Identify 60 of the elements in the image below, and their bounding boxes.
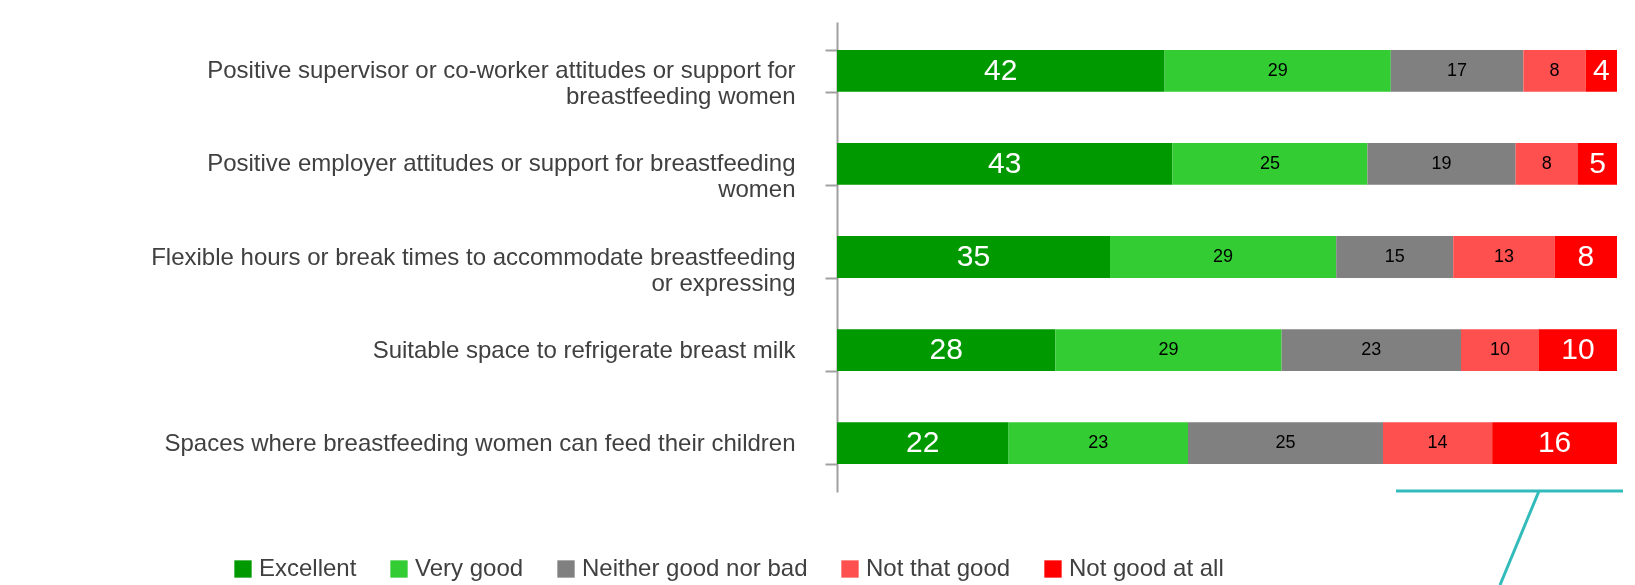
bar <box>1281 329 1461 372</box>
data-label: 10 <box>1489 339 1511 360</box>
data-label: 23 <box>1088 432 1109 453</box>
bar <box>1539 329 1617 372</box>
data-label: 23 <box>1361 339 1382 360</box>
data-label: 29 <box>1158 339 1179 360</box>
bar <box>1585 49 1617 92</box>
bar <box>837 329 1056 372</box>
y-tick-label: Positive supervisor or co-worker attitudes or support for breastfeeding women <box>207 56 796 110</box>
bar <box>837 422 1009 465</box>
data-label: 43 <box>988 145 1022 179</box>
bar <box>837 236 1110 278</box>
data-label: 10 <box>1561 332 1595 366</box>
data-label: 28 <box>929 332 963 366</box>
bar <box>837 142 1173 185</box>
bar <box>1383 422 1493 465</box>
data-label: 22 <box>906 425 940 459</box>
bar <box>1188 422 1383 465</box>
bar <box>1008 422 1188 465</box>
data-label: 29 <box>1267 59 1288 80</box>
data-label: 29 <box>1213 246 1234 266</box>
data-label: 13 <box>1493 246 1514 266</box>
data-label: 4 <box>1593 52 1610 86</box>
legend-label: Not that good <box>866 554 1011 581</box>
data-label: 42 <box>984 52 1018 86</box>
data-label: 8 <box>1577 239 1595 272</box>
bar <box>1055 329 1282 372</box>
data-label: 14 <box>1427 432 1448 453</box>
bar <box>1492 422 1617 465</box>
legend-label: Very good <box>415 554 524 581</box>
data-label: 19 <box>1431 152 1452 173</box>
data-label: 25 <box>1259 152 1280 173</box>
data-label: 25 <box>1275 432 1296 453</box>
bar <box>1336 236 1454 278</box>
data-label: 17 <box>1447 59 1468 80</box>
y-tick-label: Positive employer attitudes or support for breastfeeding women <box>207 149 796 203</box>
bar <box>1110 236 1337 278</box>
y-tick-label: Spaces where breastfeeding women can feed their children <box>164 428 796 456</box>
bar <box>837 49 1165 92</box>
bar <box>1461 329 1539 372</box>
bar <box>1554 236 1617 278</box>
data-label: 35 <box>956 239 991 272</box>
legend-label: Neither good nor bad <box>582 554 808 581</box>
data-label: 8 <box>1541 152 1552 173</box>
bar <box>1515 142 1578 185</box>
bar <box>1172 142 1368 185</box>
legend-label: Excellent <box>259 554 357 581</box>
data-label: 5 <box>1589 145 1606 179</box>
data-label: 15 <box>1384 246 1405 266</box>
y-tick-label: Suitable space to refrigerate breast milk <box>372 335 797 363</box>
bar <box>1367 142 1516 185</box>
y-tick-label: Flexible hours or break times to accommodate breastfeeding or expressing <box>151 242 796 296</box>
bar <box>1578 142 1617 185</box>
bar <box>1164 49 1391 92</box>
data-label: 16 <box>1537 425 1572 459</box>
legend-label: Not good at all <box>1069 554 1224 581</box>
bar <box>1390 49 1524 92</box>
bar <box>1453 236 1555 278</box>
data-label: 8 <box>1549 59 1560 80</box>
bar <box>1523 49 1586 92</box>
